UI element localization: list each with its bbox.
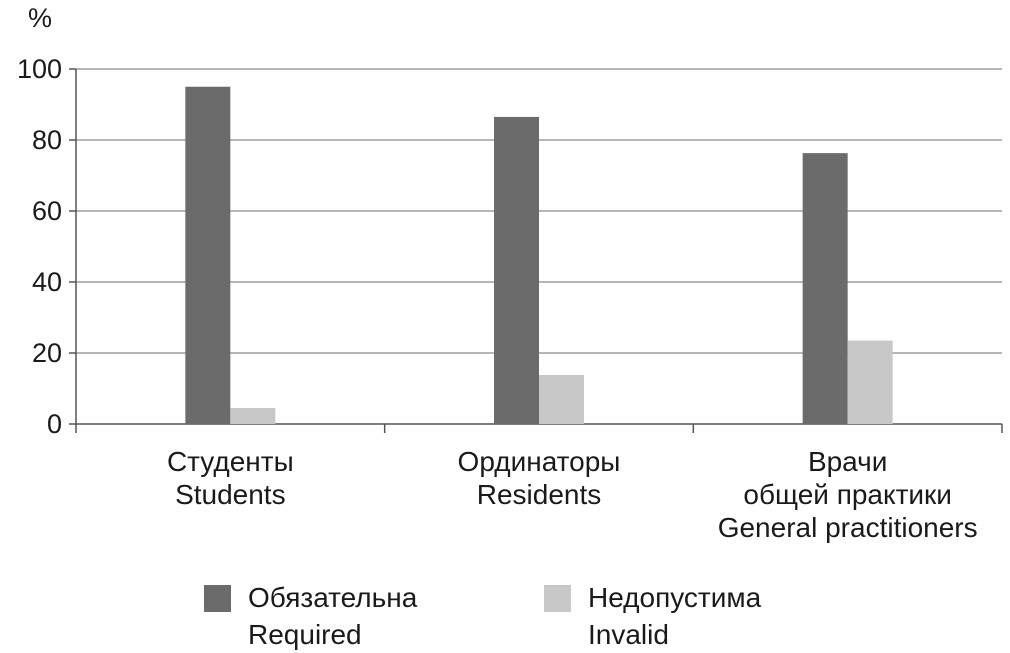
category-label: Ординаторы xyxy=(458,446,621,477)
bar-required xyxy=(802,153,848,424)
legend-label: Invalid xyxy=(588,619,669,650)
legend-swatch-invalid xyxy=(544,585,571,612)
category-label: общей практики xyxy=(743,479,952,510)
bar-required xyxy=(185,86,231,424)
category-label: Студенты xyxy=(167,446,294,477)
legend-label: Required xyxy=(248,619,362,650)
bar-required xyxy=(494,116,539,425)
y-tick-label: 0 xyxy=(47,409,62,439)
legend-swatch-required xyxy=(204,585,231,612)
bar-invalid xyxy=(539,375,584,424)
category-label: General practitioners xyxy=(718,512,978,543)
y-tick-label: 20 xyxy=(32,338,62,368)
category-label: Residents xyxy=(477,479,602,510)
category-label: Врачи xyxy=(808,446,887,477)
y-tick-label: 80 xyxy=(32,125,62,155)
bars xyxy=(185,86,893,425)
legend-label: Недопустима xyxy=(588,582,762,613)
y-tick-label: 40 xyxy=(32,267,62,297)
bar-invalid xyxy=(847,340,893,424)
y-axis-unit: % xyxy=(28,3,52,33)
y-tick-label: 60 xyxy=(32,196,62,226)
y-tick-label: 100 xyxy=(17,54,62,84)
category-label: Students xyxy=(175,479,286,510)
bar-invalid xyxy=(230,408,276,424)
legend-label: Обязательна xyxy=(248,582,418,613)
legend: Обязательна Required Недопустима Invalid xyxy=(204,582,762,650)
